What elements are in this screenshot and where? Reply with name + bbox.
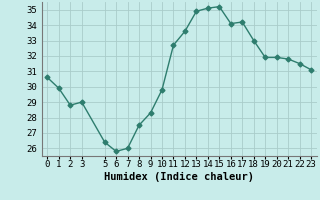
X-axis label: Humidex (Indice chaleur): Humidex (Indice chaleur)	[104, 172, 254, 182]
